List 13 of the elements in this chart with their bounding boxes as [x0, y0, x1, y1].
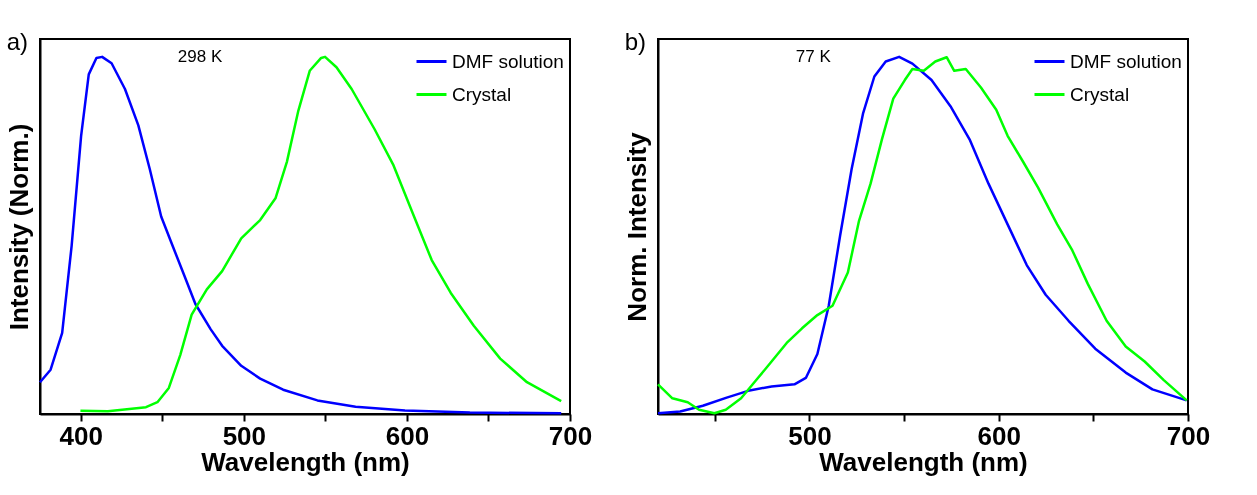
y-axis-title: Norm. Intensity: [621, 131, 652, 322]
legend-label: DMF solution: [1070, 50, 1182, 72]
x-tick-label: 700: [548, 420, 593, 451]
legend-label: Crystal: [452, 83, 512, 105]
annotation: 77 K: [795, 47, 832, 66]
y-axis-title: Intensity (Norm.): [3, 123, 34, 331]
text: b): [624, 28, 646, 55]
annotation: 298 K: [177, 47, 223, 66]
legend-label: DMF solution: [452, 50, 564, 72]
legend-label: Crystal: [1070, 83, 1130, 105]
x-tick-label: 400: [59, 420, 103, 451]
x-tick-label: 700: [1166, 420, 1211, 451]
text: a): [6, 28, 28, 55]
